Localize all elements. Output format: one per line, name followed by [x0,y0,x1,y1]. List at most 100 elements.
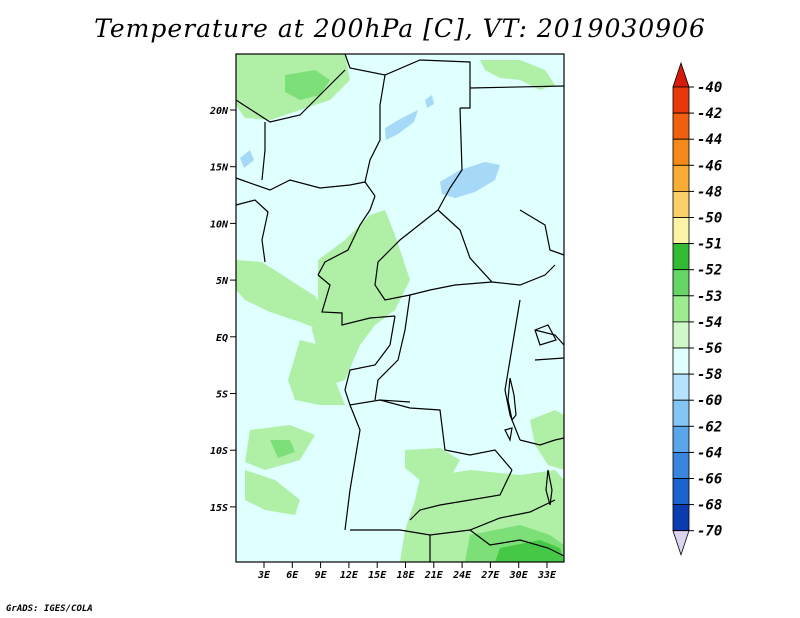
border-line [374,294,411,401]
temperature-fill-layer [236,54,564,562]
colorbar-swatch [672,425,690,453]
colorbar-label: -70 [697,524,722,540]
lat-label: 5N [216,276,229,287]
warm-region-east-coast [530,410,564,470]
cold-region-north [425,95,434,108]
lon-label: 27E [480,570,500,581]
lat-label: 15S [210,503,228,514]
colorbar-swatch [672,373,690,401]
cold-region-lake-chad [440,162,500,198]
colorbar-swatch [672,86,690,114]
colorbar-label: -68 [697,498,722,514]
country-borders [235,53,565,562]
colorbar-label: -51 [697,237,722,253]
border-line [469,85,565,89]
lon-label: 33E [537,570,557,581]
colorbar-label: -46 [697,158,722,174]
border-line [261,122,266,181]
warm-region-angola-center [405,448,460,480]
colorbar-swatch [672,478,690,506]
warm-dark-southeast [495,540,564,562]
cold-region-niger [385,110,418,140]
colorbar: -40 -42 -44 -46 -48 -50 -51 -52 -53 -54 -56 -58 -60 -… [672,61,722,556]
colorbar-swatch [672,138,690,166]
lat-label: 20N [209,106,229,117]
border-line [409,469,513,521]
lon-label: 18E [396,570,415,581]
colorbar-swatch [672,399,690,427]
lake-tanganyika [507,377,517,422]
lon-label: 30E [509,570,529,581]
warm-region-angola-south [245,470,300,515]
warm-region-west-coast [236,260,330,330]
map-frame [235,53,565,563]
lon-label: 12E [340,570,359,581]
longitude-axis: 3E 6E 9E 12E 15E 18E 21E 24E 27E 30E 33E [257,562,557,581]
colorbar-swatch [672,347,690,375]
lon-label: 6E [286,570,299,581]
lon-label: 21E [424,570,444,581]
colorbar-swatch [672,243,690,271]
lon-label: 3E [257,570,271,581]
warm-mid-north [285,70,330,100]
border-line [317,274,396,326]
grads-credit: GrADS: IGES/COLA [6,604,93,614]
border-line [534,329,565,346]
colorbar-swatch [672,190,690,218]
colorbar-label: -44 [697,132,722,148]
border-line [469,529,565,557]
lon-label: 9E [315,570,328,581]
colorbar-swatch [672,112,690,140]
border-line [409,281,493,296]
colorbar-label: -53 [697,289,722,305]
border-line [344,53,471,109]
colorbar-label: -56 [697,341,722,357]
colorbar-label: -52 [697,263,722,279]
colorbar-label: -62 [697,419,722,435]
warm-mid-angola [270,440,295,458]
lon-label: 15E [368,570,387,581]
lake-mweru [504,427,513,442]
border-line [344,315,411,406]
lat-label: 10N [210,219,229,230]
colorbar-label: -64 [697,445,722,461]
cold-region-west [240,150,254,168]
border-line [317,195,376,276]
map-title: Temperature at 200hPa [C], VT: 201903090… [94,14,706,43]
colorbar-swatch [672,321,690,349]
colorbar-label: -40 [697,80,722,96]
lake-malawi [545,469,553,506]
colorbar-swatch [672,295,690,323]
colorbar-label: -48 [697,184,722,200]
border-line [534,357,565,361]
border-line [519,209,565,256]
border-line [235,69,346,123]
lake-victoria [534,324,557,346]
colorbar-label: -42 [697,106,722,122]
warm-region-coastal-strip [288,340,345,405]
lat-label: 5S [216,390,228,401]
border-line [235,199,269,263]
colorbar-top-arrow [672,61,690,88]
colorbar-swatch [672,269,690,297]
colorbar-label: -50 [697,211,722,227]
lakes [504,324,557,506]
lat-label: 10S [210,446,228,457]
border-line [519,437,565,446]
colorbar-swatch [672,451,690,479]
border-line [344,404,361,531]
colorbar-swatch [672,217,690,245]
colorbar-label: -66 [697,472,722,488]
warm-region-northeast [480,60,555,90]
colorbar-label: -60 [697,393,722,409]
lat-label: EQ [216,333,228,344]
lon-label: 24E [452,570,472,581]
colorbar-bottom-arrow [672,530,690,556]
latitude-axis: 20N 15N 10N 5N EQ 5S 10S 15S [209,106,236,514]
colorbar-swatch [672,164,690,192]
colorbar-label: -54 [697,315,722,331]
border-line [235,177,366,191]
colorbar-label: -58 [697,367,722,383]
border-line [389,107,463,251]
